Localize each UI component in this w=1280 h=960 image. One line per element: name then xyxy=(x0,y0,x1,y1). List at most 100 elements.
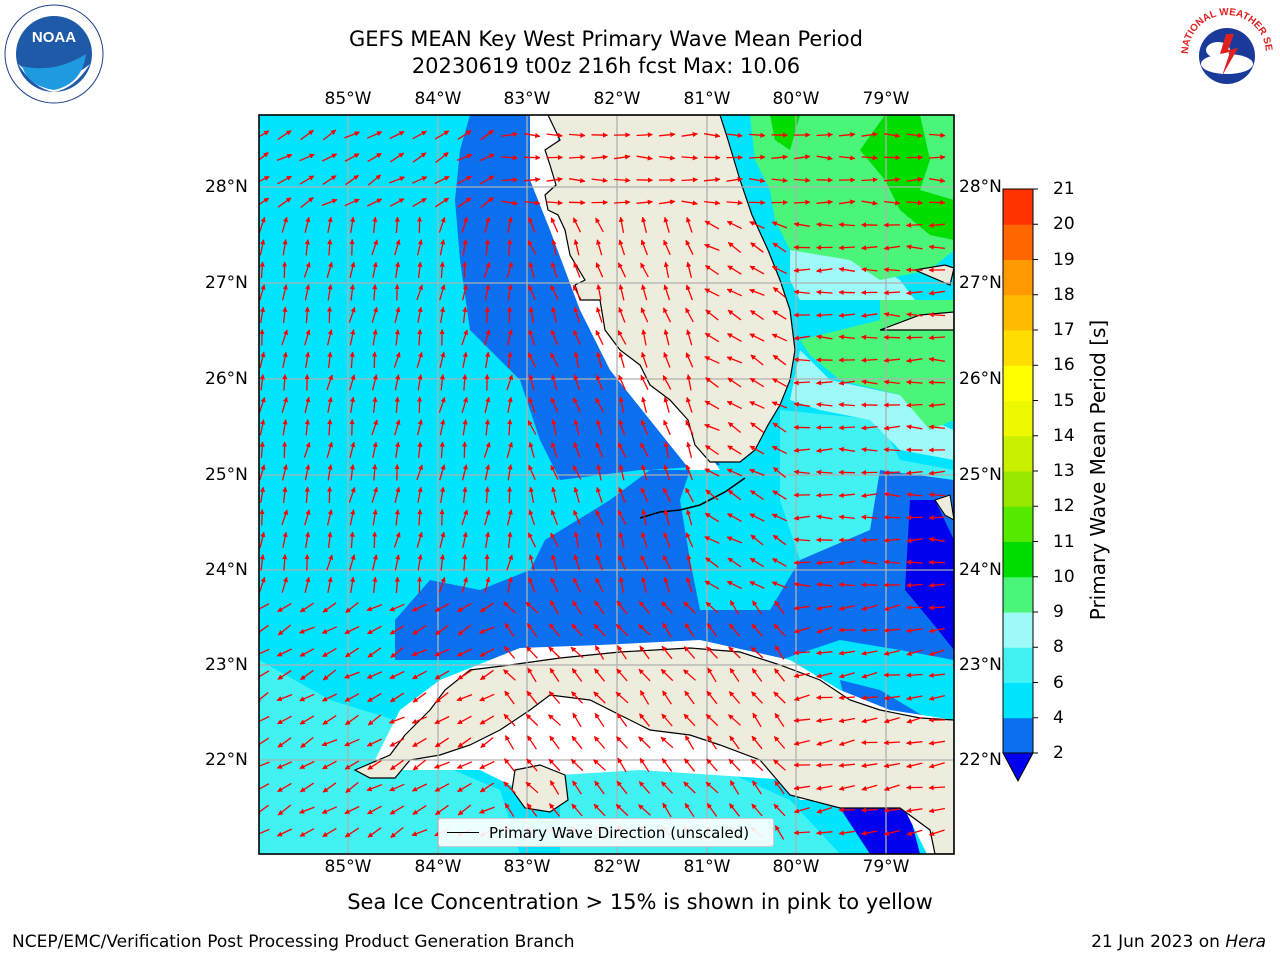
map-gridlines xyxy=(259,115,954,854)
wave-direction-arrow xyxy=(641,509,647,526)
wave-direction-arrow xyxy=(259,261,265,279)
wave-direction-arrow xyxy=(683,758,696,772)
wave-direction-arrow xyxy=(259,648,270,657)
wave-direction-arrow xyxy=(641,464,648,481)
wave-direction-arrow xyxy=(686,374,692,391)
wave-direction-arrow xyxy=(573,442,581,458)
wave-direction-arrow xyxy=(462,373,468,391)
wave-direction-arrow xyxy=(528,554,535,571)
wave-direction-arrow xyxy=(706,646,718,659)
wave-direction-arrow xyxy=(322,647,337,658)
wave-direction-arrow xyxy=(793,267,811,273)
wave-direction-arrow xyxy=(417,508,423,526)
wave-direction-arrow xyxy=(393,531,401,548)
wave-direction-arrow xyxy=(641,396,648,413)
wave-direction-arrow xyxy=(906,312,923,318)
wave-direction-arrow xyxy=(304,216,311,233)
wave-direction-arrow xyxy=(372,283,378,301)
wave-direction-arrow xyxy=(816,155,833,161)
wave-direction-arrow xyxy=(259,130,270,138)
wave-direction-arrow xyxy=(526,803,538,817)
wave-direction-arrow xyxy=(638,713,651,727)
wave-direction-arrow xyxy=(928,177,946,184)
wave-direction-arrow xyxy=(793,785,810,791)
colorbar-tick-label: 12 xyxy=(1053,496,1075,517)
wave-direction-arrow xyxy=(550,397,559,413)
wave-direction-arrow xyxy=(685,352,694,368)
wave-direction-arrow xyxy=(548,803,561,817)
wave-direction-arrow xyxy=(661,601,673,614)
wave-direction-arrow xyxy=(861,177,879,183)
wave-direction-arrow xyxy=(479,175,495,185)
wave-direction-arrow xyxy=(345,714,359,726)
wave-direction-arrow xyxy=(861,379,878,385)
lon-label-bottom: 80°W xyxy=(772,857,820,877)
wave-direction-arrow xyxy=(439,486,446,504)
colorbar xyxy=(1002,188,1038,783)
wave-direction-arrow xyxy=(259,197,270,206)
wave-direction-arrow xyxy=(259,239,266,256)
wave-direction-arrow xyxy=(815,312,833,318)
wave-direction-arrow xyxy=(816,626,833,634)
wave-direction-arrow xyxy=(528,464,536,481)
footer-date-text: 21 Jun 2023 on xyxy=(1091,932,1226,952)
wave-direction-arrow xyxy=(527,735,537,750)
wave-direction-arrow xyxy=(457,197,472,208)
wave-direction-arrow xyxy=(839,199,856,205)
wave-direction-arrow xyxy=(523,177,541,183)
wave-direction-arrow xyxy=(593,759,606,771)
wave-direction-arrow xyxy=(595,442,604,458)
wave-direction-arrow xyxy=(683,601,696,614)
wave-direction-arrow xyxy=(527,420,537,435)
wave-direction-arrow xyxy=(434,783,450,792)
wave-direction-arrow xyxy=(928,222,946,228)
wave-direction-arrow xyxy=(299,648,315,657)
wave-direction-arrow xyxy=(861,784,878,791)
wave-direction-arrow xyxy=(815,830,833,836)
wave-direction-arrow xyxy=(705,781,719,794)
wave-direction-arrow xyxy=(438,576,446,593)
wave-direction-arrow xyxy=(277,130,292,140)
wave-direction-arrow xyxy=(344,760,360,770)
colorbar-tick-label: 19 xyxy=(1053,249,1075,270)
wave-direction-arrow xyxy=(838,739,855,747)
wave-direction-arrow xyxy=(259,306,266,324)
wave-direction-arrow xyxy=(349,531,355,549)
wave-direction-arrow xyxy=(259,670,270,680)
wave-direction-arrow xyxy=(484,329,491,346)
wave-direction-arrow xyxy=(457,624,472,636)
wave-direction-arrow xyxy=(389,738,405,747)
wave-direction-arrow xyxy=(439,239,446,256)
wave-direction-arrow xyxy=(277,197,292,208)
wave-direction-arrow xyxy=(618,487,626,503)
wave-direction-arrow xyxy=(483,441,491,458)
wave-direction-arrow xyxy=(550,261,558,278)
wave-direction-arrow xyxy=(639,645,650,660)
wave-direction-arrow xyxy=(372,329,378,346)
wave-direction-arrow xyxy=(551,239,557,256)
wave-direction-arrow xyxy=(816,132,834,138)
colorbar-segment xyxy=(1003,224,1033,260)
wave-direction-arrow xyxy=(815,380,833,386)
wave-direction-arrow xyxy=(838,695,856,701)
wave-direction-arrow xyxy=(281,216,288,233)
wave-direction-arrow xyxy=(411,176,428,184)
wave-direction-arrow xyxy=(793,605,810,611)
colorbar-title: Primary Wave Mean Period [s] xyxy=(1086,319,1110,621)
wave-direction-arrow xyxy=(366,738,382,747)
wave-direction-arrow xyxy=(615,803,629,817)
wave-direction-arrow xyxy=(549,780,560,795)
wave-direction-arrow xyxy=(905,402,923,408)
colorbar-segment xyxy=(1003,682,1033,719)
wave-direction-arrow xyxy=(749,445,765,455)
wave-direction-arrow xyxy=(838,784,855,791)
wave-direction-arrow xyxy=(349,464,355,481)
wave-direction-arrow xyxy=(461,396,468,413)
wave-direction-arrow xyxy=(727,513,742,522)
wave-direction-arrow xyxy=(705,489,719,501)
wave-direction-arrow xyxy=(281,329,289,346)
wave-direction-arrow xyxy=(571,803,583,817)
wave-direction-arrow xyxy=(439,464,446,481)
wave-direction-arrow xyxy=(752,600,762,615)
wave-direction-arrow xyxy=(928,515,946,521)
